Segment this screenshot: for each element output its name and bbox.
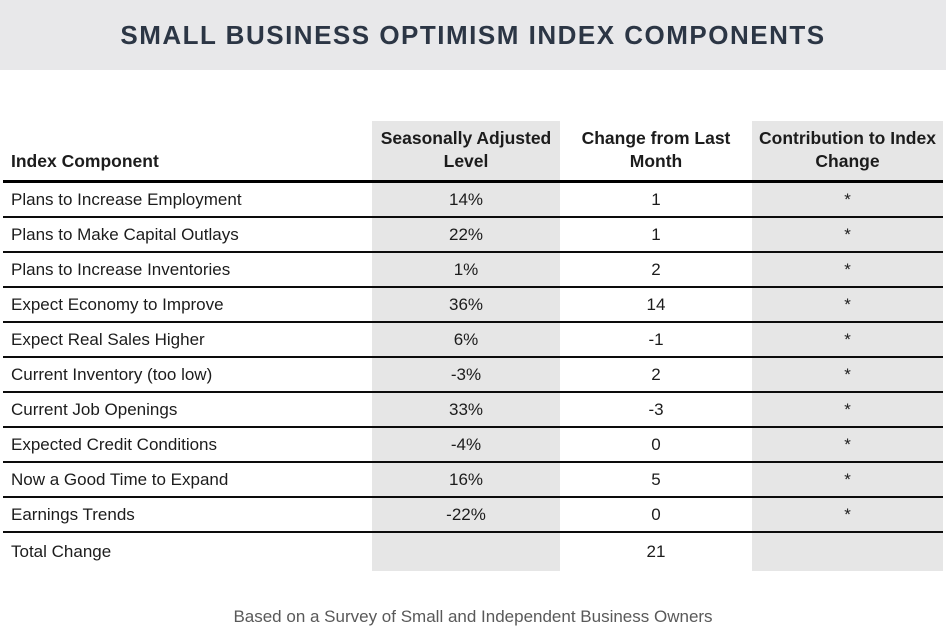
change-cell: -3 [648,399,664,419]
contribution-cell: * [752,393,943,426]
level-cell: 14% [372,183,560,216]
component-cell: Current Job Openings [11,399,178,419]
header-index-component: Index Component [11,151,159,172]
table-body: Plans to Increase Employment 14% 1 * Pla… [3,183,943,571]
change-cell: 21 [646,542,666,561]
contribution-cell: * [752,463,943,496]
title-band: SMALL BUSINESS OPTIMISM INDEX COMPONENTS [0,0,946,70]
level-cell: 36% [372,288,560,321]
level-cell: -22% [372,498,560,531]
contribution-cell [752,533,943,571]
change-cell: 5 [651,469,661,489]
footer-note: Based on a Survey of Small and Independe… [233,607,713,626]
component-cell: Earnings Trends [11,504,135,524]
change-cell: 1 [651,224,661,244]
component-cell: Expect Real Sales Higher [11,329,205,349]
component-cell: Now a Good Time to Expand [11,469,229,489]
change-cell: -1 [648,329,664,349]
table-row: Current Inventory (too low) -3% 2 * [3,358,943,393]
table-row: Current Job Openings 33% -3 * [3,393,943,428]
change-cell: 0 [651,434,661,454]
change-cell: 2 [651,259,661,279]
contribution-cell: * [752,183,943,216]
component-cell: Plans to Increase Employment [11,189,242,209]
header-change-from-last-month: Change from Last Month [581,127,731,172]
contribution-cell: * [752,358,943,391]
table-row: Plans to Make Capital Outlays 22% 1 * [3,218,943,253]
level-cell: -4% [372,428,560,461]
contribution-cell: * [752,498,943,531]
table-row: Expected Credit Conditions -4% 0 * [3,428,943,463]
component-cell: Total Change [11,542,112,561]
contribution-cell: * [752,218,943,251]
contribution-cell: * [752,323,943,356]
table-row: Expect Economy to Improve 36% 14 * [3,288,943,323]
change-cell: 14 [646,294,666,314]
level-cell: -3% [372,358,560,391]
component-cell: Plans to Increase Inventories [11,259,231,279]
contribution-cell: * [752,428,943,461]
change-cell: 0 [651,504,661,524]
table-row: Expect Real Sales Higher 6% -1 * [3,323,943,358]
component-cell: Expect Economy to Improve [11,294,224,314]
table-row: Now a Good Time to Expand 16% 5 * [3,463,943,498]
component-cell: Plans to Make Capital Outlays [11,224,239,244]
level-cell [372,533,560,571]
level-cell: 16% [372,463,560,496]
component-cell: Current Inventory (too low) [11,364,213,384]
optimism-components-table: Index Component Seasonally Adjusted Leve… [3,121,943,571]
level-cell: 22% [372,218,560,251]
header-seasonally-adjusted-level: Seasonally Adjusted Level [372,121,560,180]
table-row: Plans to Increase Employment 14% 1 * [3,183,943,218]
header-contribution-to-index-change: Contribution to Index Change [752,121,943,180]
level-cell: 6% [372,323,560,356]
table-row: Plans to Increase Inventories 1% 2 * [3,253,943,288]
change-cell: 2 [651,364,661,384]
table-header-row: Index Component Seasonally Adjusted Leve… [3,121,943,183]
level-cell: 1% [372,253,560,286]
contribution-cell: * [752,288,943,321]
page-title: SMALL BUSINESS OPTIMISM INDEX COMPONENTS [120,19,826,50]
component-cell: Expected Credit Conditions [11,434,218,454]
level-cell: 33% [372,393,560,426]
contribution-cell: * [752,253,943,286]
table-row: Total Change 21 [3,533,943,571]
change-cell: 1 [651,189,661,209]
table-row: Earnings Trends -22% 0 * [3,498,943,533]
